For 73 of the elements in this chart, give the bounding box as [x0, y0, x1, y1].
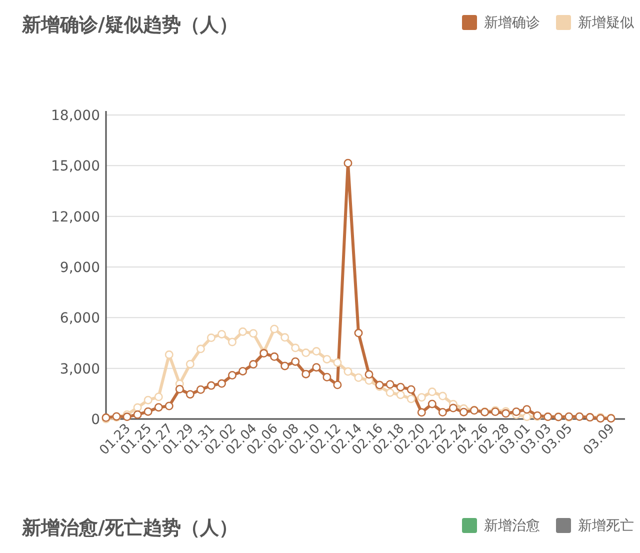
- point: [344, 158, 352, 168]
- point: [249, 329, 258, 338]
- point: [133, 403, 142, 412]
- text: 新增治愈/死亡趋势（人）: [21, 517, 238, 539]
- point: [186, 390, 194, 399]
- point: [270, 324, 279, 334]
- point: [354, 373, 363, 382]
- point: [406, 385, 416, 394]
- point: [302, 348, 310, 358]
- point: [386, 380, 394, 389]
- point: [228, 371, 236, 380]
- point: [417, 393, 426, 402]
- point: [196, 344, 205, 354]
- point: [322, 372, 332, 382]
- y-tick-label: 3,000: [60, 361, 100, 378]
- point: [238, 366, 248, 376]
- point: [186, 360, 194, 368]
- point: [217, 330, 226, 338]
- point: [238, 327, 248, 336]
- point: [270, 352, 279, 361]
- point: [164, 350, 174, 359]
- point: [386, 388, 394, 397]
- point: [217, 379, 226, 388]
- chart-title: 新增确诊/疑似趋势（人）: [21, 14, 238, 36]
- point: [322, 354, 332, 364]
- point: [164, 402, 174, 410]
- point: [175, 384, 184, 394]
- point: [438, 408, 447, 416]
- point: [333, 380, 342, 390]
- point: [522, 412, 532, 422]
- point: [133, 410, 142, 419]
- point: [417, 408, 426, 417]
- y-tick-label: 9,000: [60, 260, 100, 276]
- point: [122, 412, 132, 422]
- y-tick-label: 18,000: [51, 108, 100, 124]
- point: [312, 363, 321, 372]
- point: [291, 357, 300, 366]
- point: [438, 392, 447, 400]
- legend-label: 新增确诊: [484, 15, 540, 31]
- point: [396, 390, 405, 400]
- point: [396, 382, 405, 392]
- legend-label: 新增疑似: [578, 15, 634, 31]
- point: [196, 385, 205, 394]
- point: [154, 403, 163, 412]
- point: [333, 358, 342, 367]
- legend-label: 新增死亡: [578, 518, 634, 534]
- point: [354, 328, 363, 338]
- point: [522, 405, 532, 414]
- point: [312, 347, 321, 356]
- point: [280, 362, 290, 370]
- point: [206, 334, 216, 342]
- point: [154, 392, 163, 402]
- point: [291, 344, 300, 352]
- point: [302, 370, 310, 378]
- point: [249, 360, 258, 369]
- point: [459, 408, 468, 416]
- point: [448, 404, 458, 412]
- point: [428, 388, 436, 396]
- point: [206, 381, 216, 390]
- point: [406, 394, 416, 404]
- point: [428, 400, 436, 408]
- y-tick-label: 6,000: [60, 310, 100, 327]
- legend-label: 新增治愈: [484, 518, 540, 534]
- point: [512, 407, 521, 416]
- point: [364, 370, 374, 379]
- point: [144, 407, 152, 416]
- point: [144, 396, 152, 404]
- point: [228, 338, 236, 346]
- y-tick-label: 12,000: [51, 209, 100, 226]
- y-tick-label: 15,000: [51, 158, 100, 175]
- point: [280, 333, 290, 342]
- y-tick-label: 0: [91, 412, 100, 428]
- point: [344, 367, 352, 376]
